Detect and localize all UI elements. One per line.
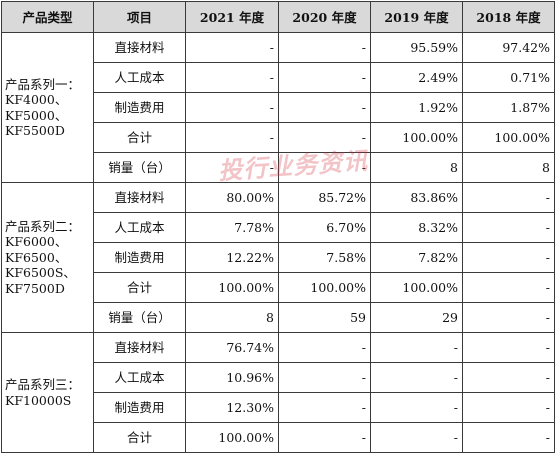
table-cell: 10.96%	[185, 362, 279, 393]
table-cell: 7.78%	[185, 212, 279, 243]
row-item-label: 人工成本	[93, 62, 186, 93]
table-cell: 100.00%	[370, 272, 463, 303]
table-cell: -	[462, 392, 555, 423]
table-cell: -	[370, 422, 463, 453]
table-cell: -	[462, 362, 555, 393]
table-cell: -	[278, 422, 371, 453]
row-item-label: 合计	[93, 422, 186, 453]
table-cell: 100.00%	[462, 122, 555, 153]
header-year-2018: 2018 年度	[462, 1, 555, 33]
table-cell: 29	[370, 302, 463, 333]
table-row: 制造费用 12.30% - - -	[2, 392, 555, 423]
table-cell: 100.00%	[185, 422, 279, 453]
cost-structure-table: 产品类型 项目 2021 年度 2020 年度 2019 年度 2018 年度 …	[1, 1, 555, 453]
row-item-label: 制造费用	[93, 392, 186, 423]
row-item-label: 合计	[93, 122, 186, 153]
table-cell: 97.42%	[462, 32, 555, 63]
row-item-label: 直接材料	[93, 182, 186, 213]
table-cell: 100.00%	[185, 272, 279, 303]
product-group-label: 产品系列三：KF10000S	[1, 332, 94, 453]
row-item-label: 制造费用	[93, 242, 186, 273]
table-cell: -	[370, 362, 463, 393]
table-cell: -	[462, 242, 555, 273]
row-item-label: 合计	[93, 272, 186, 303]
row-item-label: 人工成本	[93, 212, 186, 243]
table-row: 产品系列二：KF6000、KF6500、KF6500S、KF7500D 直接材料 8…	[1, 182, 555, 333]
header-product-type: 产品类型	[1, 1, 94, 33]
table-row: 合计 100.00% - - -	[2, 422, 555, 453]
table-cell: 83.86%	[370, 182, 463, 213]
table-cell: 59	[278, 302, 371, 333]
table-cell: -	[185, 152, 279, 183]
row-item-label: 销量（台）	[93, 152, 186, 183]
table-cell: 8	[462, 152, 555, 183]
table-cell: -	[370, 332, 463, 363]
table-row: 合计 - -100.00% 100.00%	[2, 122, 555, 153]
table-cell: 80.00%	[185, 182, 279, 213]
table-cell: 8.32%	[370, 212, 463, 243]
product-group-label: 产品系列二：KF6000、KF6500、KF6500S、KF7500D	[1, 182, 94, 333]
table-cell: 7.82%	[370, 242, 463, 273]
header-year-2021: 2021 年度	[185, 1, 279, 33]
table-cell: -	[278, 122, 371, 153]
table-cell: -	[462, 212, 555, 243]
table-cell: -	[462, 332, 555, 363]
table-cell: -	[278, 332, 371, 363]
product-group-label: 产品系列一：KF4000、KF5000、KF5500D	[1, 32, 94, 183]
table-cell: 0.71%	[462, 62, 555, 93]
table-cell: 85.72%	[278, 182, 371, 213]
table-cell: -	[185, 92, 279, 123]
row-item-label: 直接材料	[93, 32, 186, 63]
table-cell: 2.49%	[370, 62, 463, 93]
row-item-label: 人工成本	[93, 362, 186, 393]
table-cell: 95.59%	[370, 32, 463, 63]
table-cell: 12.22%	[185, 242, 279, 273]
table-cell: -	[185, 122, 279, 153]
table-cell: -	[278, 92, 371, 123]
table-row: 产品系列一：KF4000、KF5000、KF5500D 直接材料 - -95.59% 9…	[1, 32, 555, 183]
table-cell: -	[185, 62, 279, 93]
table-cell: -	[462, 302, 555, 333]
table-cell: -	[278, 152, 371, 183]
table-cell: -	[278, 392, 371, 423]
row-item-label: 销量（台）	[93, 302, 186, 333]
table-cell: -	[278, 32, 371, 63]
table-header-row: 产品类型 项目 2021 年度 2020 年度 2019 年度 2018 年度	[1, 1, 555, 33]
table-cell: 1.87%	[462, 92, 555, 123]
table-cell: -	[462, 272, 555, 303]
header-year-2020: 2020 年度	[278, 1, 371, 33]
table-cell: -	[370, 392, 463, 423]
table-cell: 7.58%	[278, 242, 371, 273]
table-cell: -	[278, 62, 371, 93]
table-cell: -	[462, 182, 555, 213]
table-row: 产品系列三：KF10000S 直接材料 76.74% - - -	[1, 332, 555, 453]
table-cell: 76.74%	[185, 332, 279, 363]
table-cell: 8	[370, 152, 463, 183]
table-cell: 8	[185, 302, 279, 333]
table-cell: -	[462, 422, 555, 453]
table-cell: 6.70%	[278, 212, 371, 243]
table-cell: 1.92%	[370, 92, 463, 123]
header-item: 项目	[93, 1, 186, 33]
row-item-label: 制造费用	[93, 92, 186, 123]
table-row: 人工成本 - -2.49% 0.71%	[2, 62, 555, 93]
table-row: 销量（台） 8 59 29-	[2, 302, 555, 333]
header-year-2019: 2019 年度	[370, 1, 463, 33]
table-cell: 100.00%	[278, 272, 371, 303]
table-row: 销量（台） - -8 8	[2, 152, 555, 183]
table-cell: 12.30%	[185, 392, 279, 423]
table-cell: 100.00%	[370, 122, 463, 153]
row-item-label: 直接材料	[93, 332, 186, 363]
table-cell: -	[185, 32, 279, 63]
table-cell: -	[278, 362, 371, 393]
